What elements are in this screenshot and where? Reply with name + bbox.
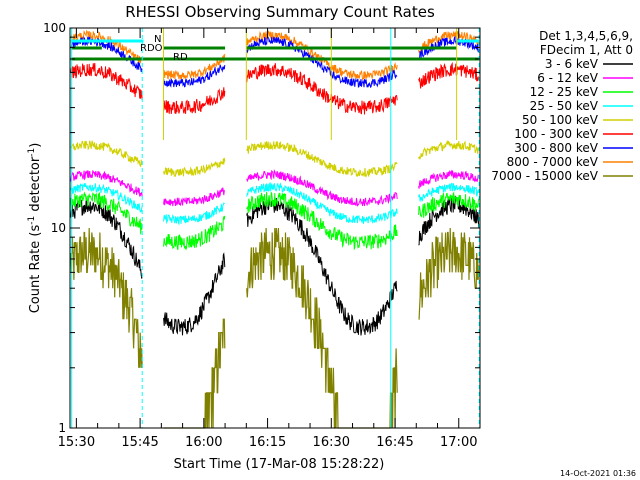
series-3-6-kev	[70, 195, 480, 336]
series-layer	[70, 29, 480, 429]
annotation-rdo: RDO	[140, 43, 163, 54]
legend-label: 6 - 12 keV	[537, 71, 599, 85]
y-tick-label: 10	[51, 221, 66, 235]
chart-title: RHESSI Observing Summary Count Rates	[125, 3, 435, 21]
y-axis-label-exponent-2: -1	[27, 148, 37, 157]
x-tick-label: 15:30	[58, 435, 95, 450]
legend-label: 800 - 7000 keV	[507, 155, 599, 169]
series-6-12-kev	[70, 168, 479, 207]
series-line	[70, 168, 479, 207]
x-tick-label: 15:45	[121, 435, 158, 450]
y-tick-label: 1	[58, 421, 66, 435]
x-tick-label: 16:15	[249, 435, 286, 450]
y-axis-label-close: )	[28, 143, 43, 148]
legend-label: 300 - 800 keV	[514, 141, 598, 155]
timestamp: 14-Oct-2021 01:36	[560, 469, 636, 478]
annotation-rd: RD	[173, 52, 188, 63]
series-line	[70, 35, 480, 89]
series-line	[70, 182, 480, 226]
series-300-800-kev	[70, 35, 480, 89]
series-50-100-kev	[70, 139, 480, 178]
x-tick-label: 17:00	[440, 435, 477, 450]
y-axis-label-exponent: -1	[27, 216, 37, 225]
legend-label: 12 - 25 keV	[530, 85, 599, 99]
series-line	[70, 29, 480, 81]
series-line	[70, 195, 480, 336]
y-axis-label-tail: detector	[28, 156, 43, 216]
series-12-25-kev	[70, 191, 480, 251]
x-tick-label: 16:00	[185, 435, 222, 450]
y-axis-label-main: Count Rate (s	[28, 225, 43, 314]
annotation-n: N	[154, 34, 161, 45]
x-tick-label: 16:45	[376, 435, 413, 450]
series-line	[70, 139, 480, 178]
legend-label: 7000 - 15000 keV	[491, 169, 598, 183]
legend-label: 3 - 6 keV	[545, 57, 599, 71]
series-100-300-kev	[70, 61, 480, 115]
series-25-50-kev	[70, 182, 480, 226]
legend-label: 50 - 100 keV	[522, 113, 599, 127]
legend-header-line-2: FDecim 1, Att 0	[540, 43, 633, 57]
y-tick-label: 100	[43, 21, 66, 35]
series-line	[70, 61, 480, 115]
legend-label: 25 - 50 keV	[530, 99, 599, 113]
y-axis-label: Count Rate (s-1 detector-1)	[27, 143, 43, 314]
series-line	[70, 191, 480, 251]
series-800-7000-kev	[70, 29, 480, 81]
x-tick-label: 16:30	[313, 435, 350, 450]
x-axis-label: Start Time (17-Mar-08 15:28:22)	[174, 457, 385, 472]
axis-layer: 1 10 100 15:30 15:45 16:00 16:15 16:30 16:45 17:0…	[43, 21, 480, 450]
legend-label: 100 - 300 keV	[514, 127, 598, 141]
legend-header-line-1: Det 1,3,4,5,6,9,	[539, 29, 633, 43]
